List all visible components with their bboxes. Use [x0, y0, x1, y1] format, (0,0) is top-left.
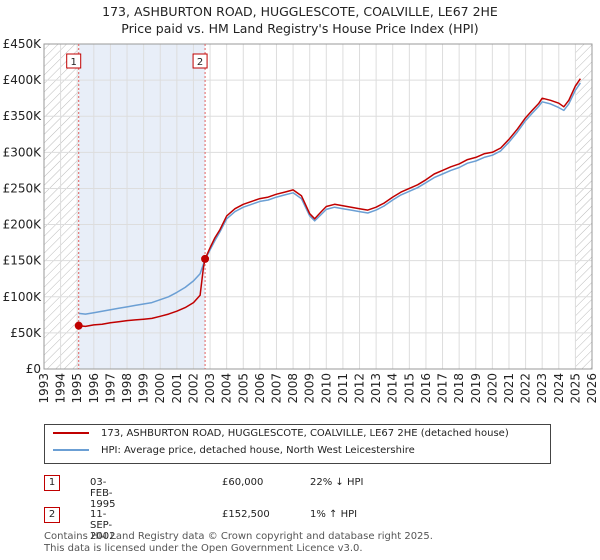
sale-point [74, 321, 83, 330]
price-chart: £0 £50K £100K £150K £200K £250K £300K £350K £400… [3, 37, 599, 404]
x-tick-label: 2018 [452, 373, 466, 404]
legend-item-hpi: HPI: Average price, detached house, Nort… [53, 445, 415, 461]
shaded-span [78, 44, 206, 369]
sale-marker-box [192, 53, 208, 69]
x-tick-label: 2014 [386, 373, 400, 404]
transaction-hpi: 1% ↑ HPI [310, 509, 358, 520]
x-tick-label: 1997 [103, 373, 117, 404]
x-tick-label: 2020 [485, 373, 499, 404]
x-tick-label: 1996 [87, 373, 101, 404]
transaction-price: £152,500 [222, 509, 270, 520]
hatch-after [575, 44, 592, 369]
x-tick-label: 2004 [220, 373, 234, 404]
sale-marker-box [66, 53, 82, 69]
y-tick-label: £0 [26, 362, 41, 376]
hatch-before [44, 44, 79, 369]
legend-label-hpi: HPI: Average price, detached house, Nort… [101, 445, 415, 456]
y-tick-label: £300K [3, 145, 43, 159]
transaction-number: 1 [44, 475, 60, 491]
x-tick-label: 2010 [319, 373, 333, 404]
x-tick-label: 1995 [70, 373, 84, 404]
x-tick-label: 1993 [37, 373, 51, 404]
x-tick-label: 1998 [120, 373, 134, 404]
legend-line-property [53, 432, 89, 434]
x-tick-label: 2006 [253, 373, 267, 404]
x-tick-label: 2016 [419, 373, 433, 404]
transaction-date: 11-SEP-2002 [90, 509, 116, 542]
x-tick-label: 2015 [402, 373, 416, 404]
legend: 173, ASHBURTON ROAD, HUGGLESCOTE, COALVI… [44, 424, 551, 464]
x-tick-label: 2003 [203, 373, 217, 404]
transaction-date: 03-FEB-1995 [90, 477, 116, 510]
y-tick-label: £100K [3, 290, 43, 304]
x-tick-label: 2023 [535, 373, 549, 404]
x-tick-label: 2026 [585, 373, 599, 404]
sale-marker-label: 1 [71, 57, 77, 68]
x-tick-label: 2019 [469, 373, 483, 404]
transaction-price: £60,000 [222, 477, 264, 488]
x-tick-label: 2025 [568, 373, 582, 404]
x-tick-label: 2008 [286, 373, 300, 404]
x-tick-label: 2021 [502, 373, 516, 404]
x-tick-label: 2011 [336, 373, 350, 404]
chart-title: 173, ASHBURTON ROAD, HUGGLESCOTE, COALVI… [102, 4, 498, 19]
x-tick-label: 2002 [186, 373, 200, 404]
x-tick-label: 1999 [137, 373, 151, 404]
chart-subtitle: Price paid vs. HM Land Registry's House … [121, 21, 479, 36]
plot-border [43, 43, 593, 370]
legend-item-property: 173, ASHBURTON ROAD, HUGGLESCOTE, COALVI… [53, 428, 509, 444]
y-tick-label: £450K [3, 37, 43, 51]
y-tick-label: £250K [3, 181, 43, 195]
x-tick-label: 2024 [552, 373, 566, 404]
x-tick-label: 2000 [153, 373, 167, 404]
transaction-hpi: 22% ↓ HPI [310, 477, 364, 488]
x-tick-label: 1994 [54, 373, 68, 404]
y-tick-label: £200K [3, 218, 43, 232]
x-tick-label: 2022 [519, 373, 533, 404]
x-tick-label: 2012 [353, 373, 367, 404]
footer-copyright: Contains HM Land Registry data © Crown c… [44, 531, 433, 542]
x-tick-label: 2005 [236, 373, 250, 404]
y-tick-label: £150K [3, 254, 43, 268]
y-tick-label: £350K [3, 109, 43, 123]
transaction-number: 2 [44, 507, 60, 523]
property-price-line [78, 78, 582, 328]
sale-point [201, 254, 210, 263]
x-tick-label: 2009 [303, 373, 317, 404]
legend-label-property: 173, ASHBURTON ROAD, HUGGLESCOTE, COALVI… [101, 428, 509, 439]
x-tick-label: 2001 [170, 373, 184, 404]
legend-line-hpi [53, 449, 89, 451]
x-tick-label: 2013 [369, 373, 383, 404]
y-tick-label: £400K [3, 73, 43, 87]
x-tick-label: 2017 [436, 373, 450, 404]
x-tick-label: 2007 [269, 373, 283, 404]
hpi-line [78, 82, 582, 315]
footer-license: This data is licensed under the Open Gov… [44, 543, 363, 554]
sale-marker-label: 2 [197, 57, 203, 68]
y-tick-label: £50K [10, 326, 42, 340]
